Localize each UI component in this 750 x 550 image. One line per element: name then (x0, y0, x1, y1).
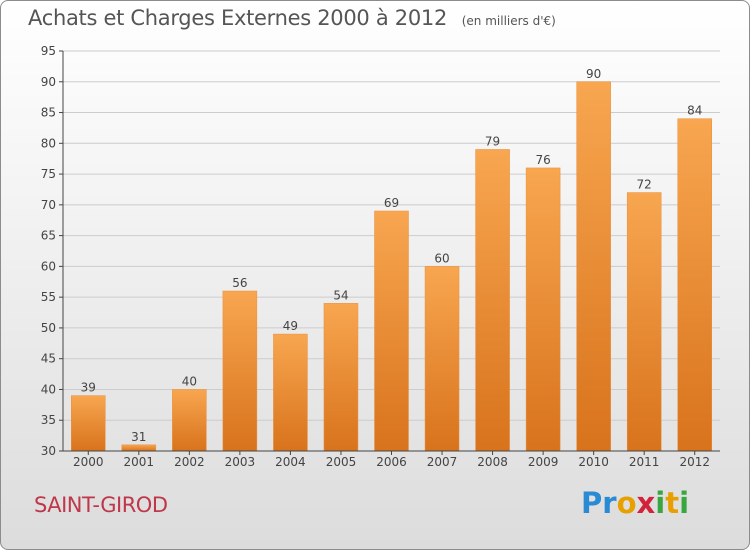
y-tick-label: 60 (41, 259, 56, 273)
bar-value-label: 90 (586, 67, 601, 81)
bar (626, 192, 662, 452)
y-tick-label: 45 (41, 352, 56, 366)
bar-value-label: 39 (81, 381, 96, 395)
bar-value-label: 79 (485, 134, 500, 148)
y-tick-label: 50 (41, 321, 56, 335)
bar (475, 149, 510, 452)
x-tick-label: 2009 (528, 455, 559, 469)
x-tick-label: 2004 (275, 455, 306, 469)
x-tick-label: 2006 (376, 455, 407, 469)
bar-value-label: 56 (232, 276, 247, 290)
commune-name: SAINT-GIROD (34, 493, 168, 517)
y-tick-label: 40 (41, 382, 56, 396)
y-tick-label: 55 (41, 290, 56, 304)
bar (172, 389, 207, 452)
y-tick-label: 65 (41, 229, 56, 243)
x-tick-label: 2002 (174, 455, 205, 469)
logo-letter: i (655, 486, 666, 520)
bar (424, 266, 460, 452)
bar-value-label: 54 (333, 288, 348, 302)
bar-value-label: 31 (131, 430, 146, 444)
chart-title-block: Achats et Charges Externes 2000 à 2012 (… (28, 6, 556, 30)
y-tick-label: 75 (41, 167, 56, 181)
bar-value-label: 69 (384, 196, 399, 210)
x-tick-label: 2000 (73, 455, 104, 469)
y-tick-label: 85 (41, 106, 56, 120)
logo-letter: t (665, 486, 680, 520)
y-tick-label: 70 (41, 198, 56, 212)
bar (677, 118, 712, 452)
logo-letter: r (602, 486, 617, 520)
bar-value-label: 84 (687, 104, 702, 118)
x-tick-label: 2012 (679, 455, 710, 469)
bar-value-label: 40 (182, 374, 197, 388)
bar (576, 81, 611, 452)
proxiti-logo: Proxiti (581, 486, 689, 520)
bar-value-label: 76 (535, 153, 550, 167)
bar (273, 333, 308, 452)
logo-letter: o (616, 486, 637, 520)
bar-value-label: 72 (637, 178, 652, 192)
x-tick-label: 2011 (629, 455, 660, 469)
x-tick-label: 2008 (477, 455, 508, 469)
x-tick-label: 2010 (578, 455, 609, 469)
logo-letter: P (581, 486, 603, 520)
chart-unit: (en milliers d'€) (461, 14, 556, 28)
x-tick-label: 2005 (326, 455, 357, 469)
bar-value-label: 60 (434, 251, 449, 265)
logo-letter: i (679, 486, 690, 520)
bar-value-label: 49 (283, 319, 298, 333)
y-tick-label: 95 (41, 44, 56, 58)
y-tick-label: 80 (41, 136, 56, 150)
logo-letter: x (636, 486, 656, 520)
bar (374, 210, 409, 452)
x-tick-label: 2001 (124, 455, 155, 469)
y-tick-label: 90 (41, 75, 56, 89)
bar (323, 303, 359, 452)
x-tick-label: 2007 (427, 455, 458, 469)
y-tick-label: 30 (41, 444, 56, 458)
bar (71, 395, 106, 452)
y-tick-label: 35 (41, 413, 56, 427)
bar (121, 444, 157, 452)
bar (525, 167, 561, 452)
bar (222, 290, 258, 452)
x-tick-label: 2003 (225, 455, 256, 469)
chart-title: Achats et Charges Externes 2000 à 2012 (28, 6, 448, 30)
